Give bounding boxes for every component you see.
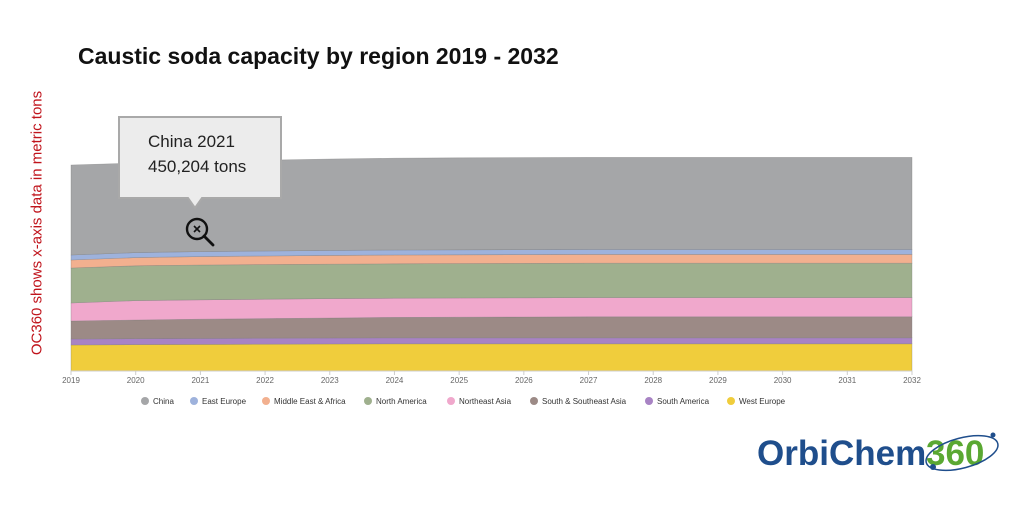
x-tick-label: 2032	[903, 376, 921, 385]
legend-marker[interactable]	[447, 397, 455, 405]
legend-marker[interactable]	[190, 397, 198, 405]
x-tick-label: 2023	[321, 376, 339, 385]
legend-marker[interactable]	[645, 397, 653, 405]
logo-orbit	[925, 434, 999, 472]
x-tick-label: 2029	[709, 376, 727, 385]
legend-item-label[interactable]: North America	[376, 397, 427, 406]
logo-orbit-dot	[930, 464, 936, 470]
legend-item-label[interactable]: East Europe	[202, 397, 247, 406]
area-series-south-america[interactable]	[70, 337, 913, 346]
x-tick-label: 2019	[62, 376, 80, 385]
legend-item-label[interactable]: Middle East & Africa	[274, 397, 346, 406]
legend-marker[interactable]	[364, 397, 372, 405]
legend-item-label[interactable]: West Europe	[739, 397, 786, 406]
area-series-west-europe[interactable]	[70, 343, 913, 372]
tooltip-line2: 450,204 tons	[148, 157, 246, 176]
orbichem360-logo: OrbiChem 360	[757, 432, 999, 473]
legend-marker[interactable]	[141, 397, 149, 405]
legend-marker[interactable]	[727, 397, 735, 405]
legend-item-label[interactable]: China	[153, 397, 174, 406]
legend-item-label[interactable]: South & Southeast Asia	[542, 397, 627, 406]
logo-orbit-dot	[990, 432, 996, 438]
legend-item-label[interactable]: Northeast Asia	[459, 397, 512, 406]
x-tick-label: 2031	[838, 376, 856, 385]
x-tick-label: 2020	[127, 376, 145, 385]
stacked-areas	[70, 157, 913, 372]
x-tick-label: 2021	[191, 376, 209, 385]
chart-title: Caustic soda capacity by region 2019 - 2…	[78, 43, 559, 69]
x-tick-label: 2030	[774, 376, 792, 385]
x-tick-label: 2028	[644, 376, 662, 385]
tooltip: China 2021 450,204 tons	[118, 116, 282, 210]
x-tick-label: 2024	[386, 376, 404, 385]
x-axis: 2019 2020 2021 2022 2023 2024 2025 2026 2027 2028…	[62, 370, 921, 385]
tooltip-line1: China 2021	[148, 132, 235, 151]
legend-marker[interactable]	[262, 397, 270, 405]
area-series-south-southeast-asia[interactable]	[70, 316, 913, 340]
zoom-out-magnifier-icon[interactable]	[185, 217, 215, 247]
x-tick-label: 2022	[256, 376, 274, 385]
logo-text-main: OrbiChem	[757, 434, 926, 473]
x-tick-label: 2027	[580, 376, 598, 385]
legend-marker[interactable]	[530, 397, 538, 405]
tooltip-box	[118, 116, 282, 210]
legend: China East Europe Middle East & Africa Nort…	[141, 397, 786, 406]
x-tick-label: 2025	[450, 376, 468, 385]
legend-item-label[interactable]: South America	[657, 397, 710, 406]
x-tick-label: 2026	[515, 376, 533, 385]
area-series-north-america[interactable]	[70, 262, 913, 304]
